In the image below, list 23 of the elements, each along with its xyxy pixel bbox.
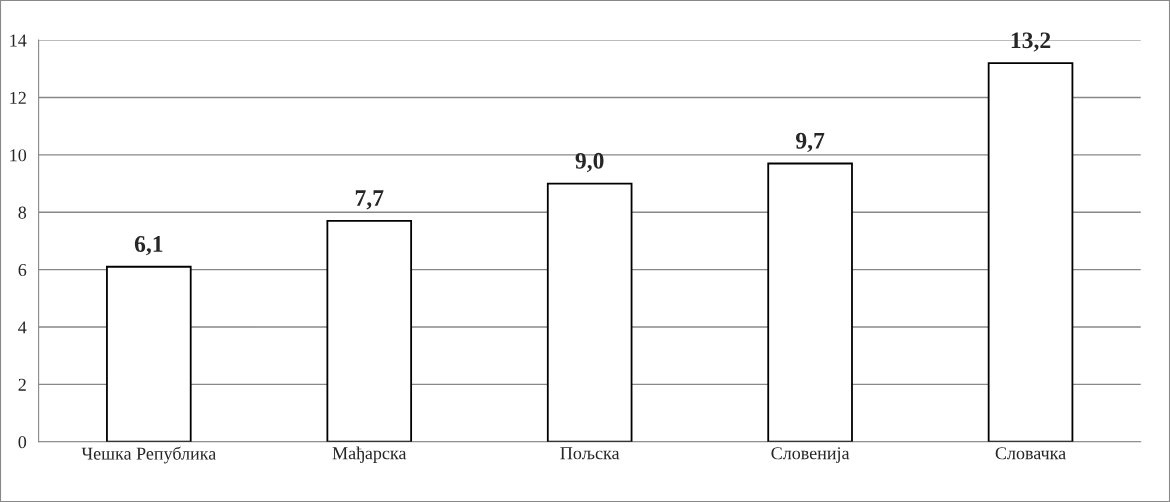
bar	[546, 182, 633, 442]
data-label: 13,2	[1011, 32, 1051, 52]
y-tick-label: 2	[18, 378, 26, 391]
data-label: 7,7	[355, 190, 384, 210]
data-label: 6,1	[134, 236, 163, 256]
x-tick-label: Словенија	[771, 447, 850, 463]
bar	[106, 265, 192, 442]
x-tick-label: Пољска	[560, 447, 620, 460]
bar	[767, 162, 853, 442]
y-tick-label: 0	[18, 436, 27, 449]
bar	[326, 219, 413, 442]
x-tick-label: Словачка	[995, 447, 1066, 460]
bar	[987, 62, 1074, 442]
x-tick-label: Мађарска	[332, 446, 407, 463]
y-tick-label: 8	[18, 206, 27, 219]
y-tick-label: 12	[10, 91, 26, 104]
y-tick-label: 4	[18, 321, 27, 334]
data-label: 9,0	[575, 152, 604, 173]
data-label: 9,7	[796, 132, 825, 153]
y-tick-label: 14	[10, 34, 27, 47]
y-tick-label: 6	[18, 263, 27, 277]
y-tick-label: 10	[10, 149, 27, 162]
x-tick-label: Чешка Република	[81, 446, 216, 464]
